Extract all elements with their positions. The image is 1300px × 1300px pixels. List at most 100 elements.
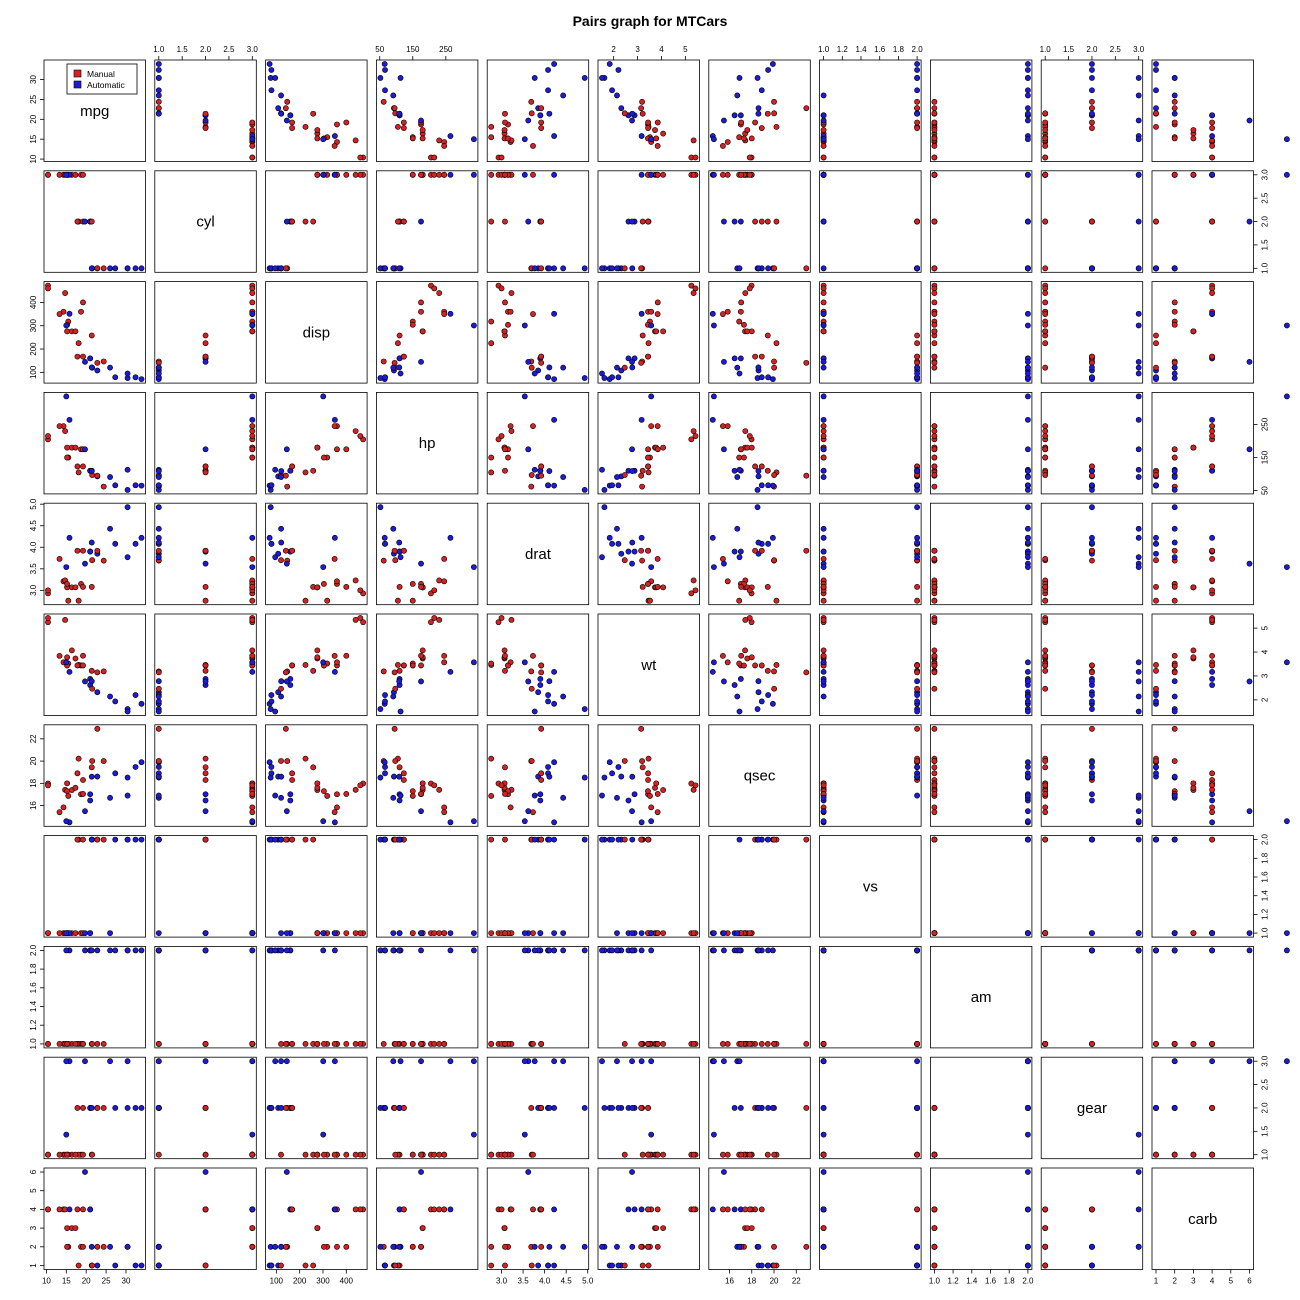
y-tick-label-vs: 1.6 bbox=[1261, 871, 1270, 883]
point-cyl-drat-30 bbox=[521, 171, 528, 178]
point-carb-vs-29 bbox=[820, 1169, 827, 1175]
point-mpg-qsec-22 bbox=[741, 135, 747, 142]
y-tick-label-cyl: 1.5 bbox=[1261, 239, 1270, 251]
point-mpg-wt-12 bbox=[652, 127, 658, 133]
point-am-drat-27 bbox=[531, 947, 538, 954]
panel-qsec-carb bbox=[1151, 724, 1254, 827]
point-gear-mpg-23 bbox=[56, 1151, 63, 1158]
panel-am-am bbox=[930, 946, 1033, 1049]
y-tick-label-drat: 4.0 bbox=[29, 541, 38, 553]
point-carb-wt-30 bbox=[648, 1131, 655, 1138]
point-mpg-vs-15 bbox=[820, 154, 827, 161]
point-wt-drat-20 bbox=[528, 685, 535, 692]
point-wt-drat-14 bbox=[495, 619, 502, 626]
point-am-carb-24 bbox=[1171, 1041, 1178, 1047]
point-wt-drat-3 bbox=[502, 667, 508, 674]
point-carb-drat-24 bbox=[502, 1243, 508, 1250]
point-mpg-gear-9 bbox=[1089, 119, 1095, 126]
point-qsec-hp-13 bbox=[419, 780, 426, 787]
point-wt-hp-25 bbox=[382, 698, 388, 705]
point-qsec-cyl-20 bbox=[155, 758, 162, 764]
point-hp-gear-31 bbox=[1089, 468, 1095, 474]
point-mpg-qsec-30 bbox=[711, 136, 717, 143]
point-drat-gear-27 bbox=[1135, 554, 1142, 561]
point-carb-mpg-23 bbox=[56, 1206, 63, 1213]
point-carb-gear-20 bbox=[1042, 1262, 1049, 1269]
panel-wt-mpg bbox=[43, 613, 146, 716]
point-disp-wt-13 bbox=[653, 328, 660, 335]
panel-am-qsec bbox=[708, 946, 811, 1049]
point-carb-wt-8 bbox=[638, 1243, 645, 1250]
x-tick-label-mpg: 25 bbox=[102, 1277, 111, 1286]
panel-qsec-wt bbox=[597, 724, 700, 827]
x-tick-label-gear: 2.5 bbox=[1110, 45, 1122, 54]
point-vs-hp-25 bbox=[382, 836, 388, 843]
point-hp-wt-24 bbox=[654, 446, 661, 453]
point-drat-qsec-27 bbox=[736, 554, 743, 561]
point-mpg-cyl-31 bbox=[155, 110, 162, 117]
point-qsec-carb-13 bbox=[1190, 780, 1197, 787]
point-disp-carb-28 bbox=[1209, 310, 1215, 317]
point-drat-mpg-7 bbox=[100, 557, 107, 564]
point-drat-carb-13 bbox=[1190, 584, 1197, 591]
point-disp-mpg-31 bbox=[88, 364, 95, 371]
point-wt-hp-7 bbox=[380, 668, 387, 675]
point-hp-disp-13 bbox=[314, 444, 321, 451]
point-qsec-am-29 bbox=[1025, 808, 1031, 815]
point-hp-mpg-31 bbox=[88, 468, 95, 474]
y-tick-label-hp: 50 bbox=[1261, 486, 1270, 495]
point-hp-qsec-19 bbox=[770, 482, 776, 489]
point-disp-am-31 bbox=[1025, 364, 1031, 371]
point-hp-qsec-2 bbox=[755, 473, 762, 480]
point-mpg-qsec-13 bbox=[748, 135, 755, 142]
point-qsec-vs-30 bbox=[820, 818, 827, 825]
point-wt-qsec-30 bbox=[711, 659, 717, 666]
panel-carb-vs bbox=[819, 1167, 922, 1270]
point-wt-drat-17 bbox=[545, 692, 551, 698]
point-carb-drat-21 bbox=[488, 1243, 495, 1250]
point-mpg-hp-27 bbox=[397, 75, 404, 81]
point-wt-carb-28 bbox=[1209, 668, 1215, 675]
point-cyl-qsec-27 bbox=[736, 265, 743, 272]
point-qsec-disp-1 bbox=[287, 791, 294, 798]
point-drat-cyl-23 bbox=[249, 556, 256, 562]
point-am-disp-29 bbox=[283, 947, 290, 954]
point-drat-am-26 bbox=[1025, 525, 1031, 532]
point-carb-drat-28 bbox=[551, 1206, 558, 1213]
point-qsec-drat-24 bbox=[502, 791, 508, 797]
point-qsec-wt-17 bbox=[615, 764, 622, 770]
panel-drat-am bbox=[930, 502, 1033, 606]
point-drat-carb-30 bbox=[1284, 564, 1290, 570]
point-mpg-gear-17 bbox=[1089, 67, 1095, 73]
point-carb-wt-31 bbox=[629, 1243, 636, 1250]
point-gear-disp-25 bbox=[268, 1105, 275, 1111]
x-tick-label-am: 2.0 bbox=[1022, 1277, 1034, 1286]
point-am-drat-10 bbox=[538, 1041, 545, 1047]
point-wt-cyl-16 bbox=[249, 616, 256, 623]
point-am-wt-25 bbox=[609, 947, 615, 954]
point-hp-cyl-30 bbox=[249, 393, 256, 400]
point-mpg-disp-10 bbox=[289, 125, 296, 131]
point-cyl-drat-23 bbox=[530, 171, 536, 178]
x-tick-label-vs: 2.0 bbox=[912, 45, 924, 54]
point-drat-disp-21 bbox=[324, 597, 331, 604]
point-drat-gear-26 bbox=[1135, 525, 1142, 532]
point-gear-vs-27 bbox=[914, 1058, 920, 1065]
point-cyl-disp-5 bbox=[302, 218, 309, 225]
point-disp-am-30 bbox=[1025, 322, 1031, 329]
point-disp-vs-30 bbox=[820, 322, 827, 329]
point-wt-disp-0 bbox=[287, 682, 294, 688]
point-qsec-cyl-3 bbox=[202, 764, 209, 771]
point-qsec-wt-30 bbox=[648, 818, 655, 825]
point-hp-vs-15 bbox=[820, 433, 827, 439]
point-qsec-cyl-10 bbox=[202, 770, 209, 777]
point-drat-am-21 bbox=[931, 597, 938, 604]
point-drat-hp-5 bbox=[395, 597, 401, 604]
point-qsec-hp-30 bbox=[470, 818, 477, 825]
point-qsec-hp-8 bbox=[391, 725, 398, 732]
point-disp-wt-25 bbox=[609, 374, 615, 381]
x-tick-label-vs: 1.8 bbox=[893, 45, 905, 54]
point-mpg-carb-8 bbox=[1171, 105, 1178, 112]
point-disp-wt-8 bbox=[638, 359, 645, 366]
point-mpg-disp-7 bbox=[284, 98, 291, 105]
